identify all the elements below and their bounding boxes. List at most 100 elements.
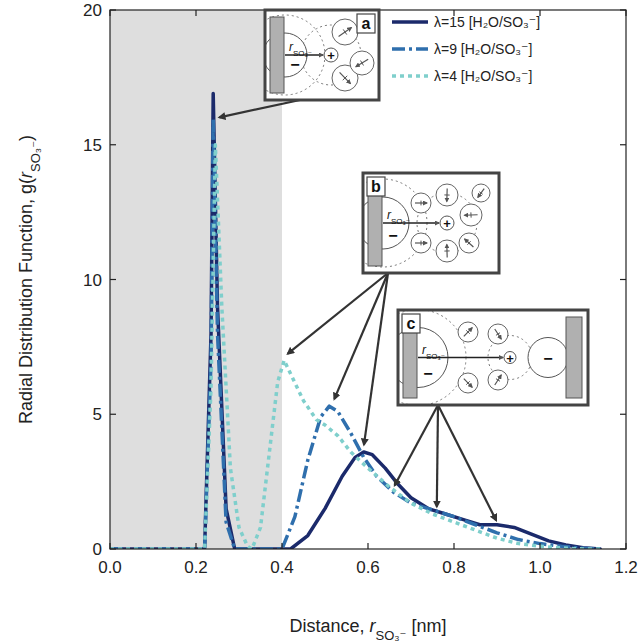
dipole-tick (421, 201, 422, 206)
inset-text: − (388, 227, 397, 244)
inset-pointer (437, 405, 438, 507)
wall (566, 317, 582, 398)
dipole-tick (467, 241, 470, 245)
x-tick-label: 1.0 (528, 558, 552, 577)
x-tick (195, 10, 196, 16)
series-line (110, 118, 600, 549)
inset-text: c (407, 315, 416, 332)
y-axis-title: Radial Distribution Function, g(rSO₃⁻) (16, 135, 43, 424)
dipole-arrow (464, 328, 472, 337)
shell (265, 15, 325, 95)
inset-background (363, 173, 499, 273)
x-tick (539, 543, 540, 549)
inset-pointer (288, 273, 388, 354)
x-tick (281, 543, 282, 549)
y-tick (110, 548, 116, 549)
water-molecule (488, 370, 508, 390)
label-part: ) (16, 135, 36, 141)
chart: 0.00.20.40.60.81.01.205101520Distance, r… (0, 0, 643, 643)
x-tick (195, 543, 196, 549)
inset-r-label: rSO₃⁻ (387, 208, 410, 226)
dipole-arrow (464, 379, 472, 388)
water-molecule (436, 240, 458, 262)
inset-background (265, 10, 379, 100)
x-axis-title: Distance, rSO₃⁻ [nm] (289, 616, 446, 643)
dipole-tick (466, 330, 469, 333)
dipole-tick (361, 61, 364, 66)
dipole-tick (444, 194, 449, 195)
dipole-tick (496, 379, 500, 382)
inset-text: a (362, 15, 371, 32)
x-tick-label: 0.6 (356, 558, 380, 577)
inset-pointer (438, 405, 496, 520)
label-part: SO₃⁻ (426, 351, 445, 360)
inset-letter-box (367, 177, 385, 196)
inset-r-label: rSO₃⁻ (289, 40, 312, 58)
dipole-arrow (495, 375, 501, 385)
y-tick (110, 9, 116, 10)
y-tick (110, 144, 116, 145)
inset-text: + (443, 216, 451, 231)
inset: rSO₃⁻−+−c (370, 310, 588, 406)
inset-text: − (543, 350, 552, 367)
inset: rSO₃⁻− + b (339, 173, 499, 273)
inset-frame (363, 173, 499, 273)
water-molecule (458, 373, 478, 393)
dipole-tick (466, 381, 469, 384)
dipole-arrow (356, 59, 368, 66)
inset-text: − (423, 365, 432, 382)
legend-swatch (392, 47, 428, 51)
inset-text: b (371, 178, 381, 195)
legend-swatch (392, 20, 428, 24)
plot-frame (110, 10, 626, 549)
y-tick-label: 10 (83, 271, 102, 290)
legend-label: λ=9 [H₂O/SO₃⁻] (434, 41, 532, 57)
x-tick (453, 543, 454, 549)
label-part: [nm] (406, 616, 446, 636)
y-tick (620, 548, 626, 549)
inset: rSO₃⁻−+a (245, 10, 379, 100)
dipole-tick (496, 333, 500, 336)
y-tick-label: 5 (93, 405, 102, 424)
shaded-region (110, 10, 282, 549)
y-tick (620, 279, 626, 280)
label-part: SO₃⁻ (28, 141, 43, 172)
dipole-tick (470, 212, 471, 217)
label-part: SO₃⁻ (391, 217, 410, 226)
dipole-arrow (340, 72, 351, 83)
label-part: Radial Distribution Function, g( (16, 178, 36, 424)
y-tick-label: 15 (83, 136, 102, 155)
x-tick-label: 0.0 (98, 558, 122, 577)
x-tick-label: 0.8 (442, 558, 466, 577)
legend-swatch (392, 74, 428, 78)
x-tick (109, 543, 110, 549)
legend: λ=15 [H₂O/SO₃⁻]λ=9 [H₂O/SO₃⁻]λ=4 [H₂O/SO… (392, 14, 540, 84)
water-molecule (350, 51, 374, 75)
water-molecule (460, 204, 482, 226)
inset-letter-box (402, 314, 420, 333)
legend-label: λ=4 [H₂O/SO₃⁻] (434, 68, 532, 84)
wall (270, 17, 284, 93)
inset-letter-box (357, 14, 375, 33)
y-tick (620, 9, 626, 10)
plot-area (110, 10, 600, 549)
inset-background (398, 310, 588, 405)
water-molecule (436, 184, 458, 206)
inset-frame (398, 310, 588, 405)
water-molecule (411, 233, 431, 253)
x-tick (109, 10, 110, 16)
x-tick-label: 0.4 (270, 558, 294, 577)
dipole-tick (343, 29, 347, 34)
inset-content (265, 15, 374, 95)
x-tick (625, 10, 626, 16)
y-tick (110, 279, 116, 280)
inset-text: − (290, 56, 299, 73)
water-molecule (458, 322, 478, 342)
y-tick (620, 144, 626, 145)
label-part: SO₃⁻ (376, 628, 407, 643)
inset-pointer (395, 405, 438, 485)
dipole-tick (421, 241, 422, 246)
dipole-arrow (495, 329, 501, 339)
water-molecule (411, 193, 431, 213)
x-tick-label: 0.2 (184, 558, 208, 577)
